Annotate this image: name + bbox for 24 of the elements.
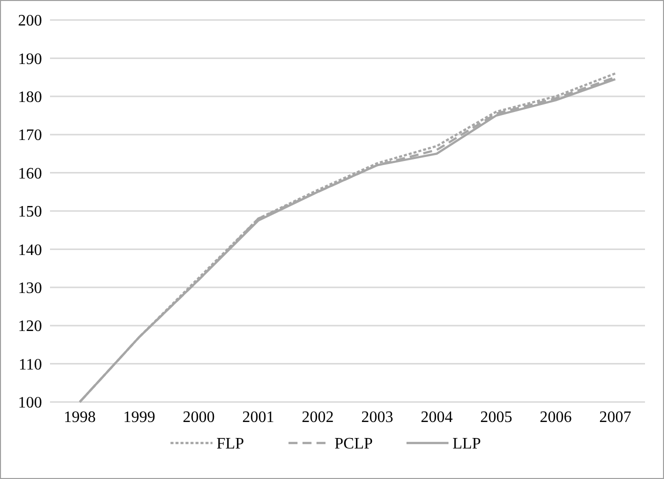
x-tick-label: 2003 [361, 409, 394, 426]
x-tick-label: 1998 [64, 409, 96, 426]
y-tick-label: 180 [18, 89, 42, 106]
y-tick-label: 170 [18, 127, 42, 144]
y-tick-label: 160 [18, 165, 42, 182]
x-tick-label: 2001 [242, 409, 274, 426]
y-tick-label: 140 [18, 242, 42, 259]
y-tick-label: 130 [18, 280, 42, 297]
x-tick-label: 2006 [540, 409, 572, 426]
y-tick-label: 200 [18, 12, 42, 30]
x-tick-label: 2004 [420, 409, 453, 426]
y-tick-label: 120 [18, 318, 42, 336]
x-tick-label: 2000 [182, 409, 215, 426]
legend-label: PCLP [334, 436, 373, 453]
y-tick-label: 110 [18, 356, 42, 374]
x-tick-label: 1999 [123, 409, 156, 426]
legend-label: LLP [452, 436, 482, 453]
x-tick-label: 2002 [302, 409, 334, 426]
y-tick-label: 150 [18, 204, 42, 221]
x-tick-label: 2005 [480, 409, 512, 426]
y-tick-label: 100 [18, 394, 42, 412]
legend-label: FLP [216, 436, 244, 453]
x-tick-label: 2007 [599, 409, 632, 426]
y-tick-label: 190 [18, 50, 42, 68]
